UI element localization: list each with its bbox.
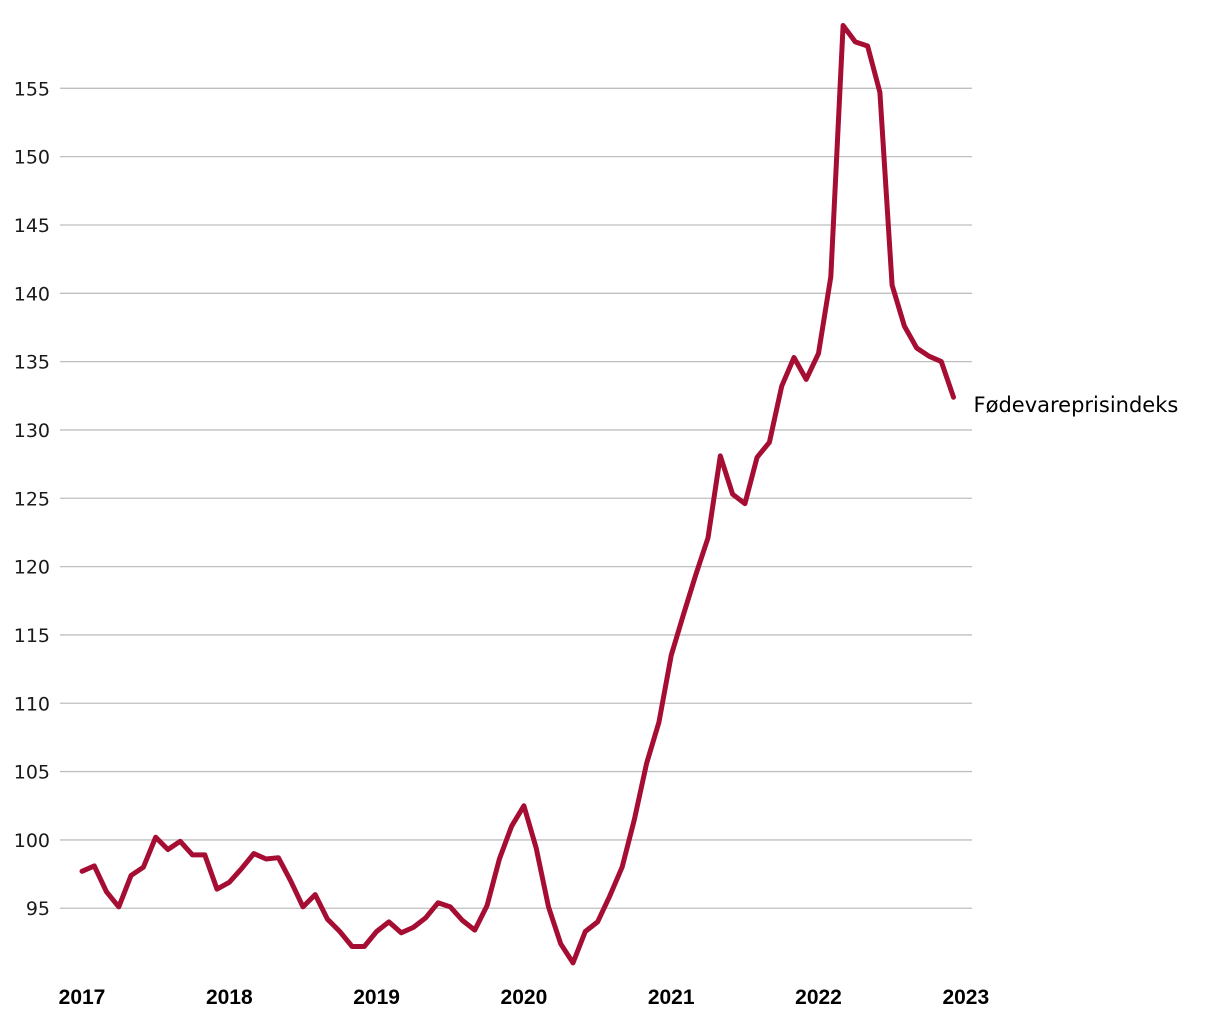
- y-tick-label-100: 100: [14, 830, 50, 852]
- x-tick-label-2018: 2018: [206, 986, 253, 1009]
- x-tick-label-2023: 2023: [942, 986, 989, 1009]
- y-tick-label-125: 125: [14, 488, 50, 510]
- y-tick-label-140: 140: [14, 283, 50, 305]
- y-tick-label-145: 145: [14, 215, 50, 237]
- y-gridlines: [60, 87, 972, 909]
- y-tick-label-135: 135: [14, 352, 50, 374]
- series-line-fodevareprisindeks: [79, 23, 956, 966]
- x-tick-label-2017: 2017: [59, 986, 106, 1009]
- y-axis-tick-labels: 95 100 105 110 115 120 125 130 135 140 145 150 155: [14, 78, 50, 920]
- y-tick-label-150: 150: [14, 147, 50, 169]
- x-tick-label-2020: 2020: [501, 986, 548, 1009]
- y-tick-label-110: 110: [14, 693, 50, 715]
- y-tick-label-105: 105: [14, 762, 50, 784]
- y-tick-label-130: 130: [14, 420, 50, 442]
- x-tick-label-2019: 2019: [353, 986, 400, 1009]
- y-tick-label-115: 115: [14, 625, 50, 647]
- series-label: Fødevareprisindeks: [974, 393, 1179, 417]
- x-axis-tick-labels: 2017 2018 2019 2020 2021 2022 2023: [59, 986, 990, 1009]
- x-tick-label-2021: 2021: [648, 986, 695, 1009]
- y-tick-label-120: 120: [14, 557, 50, 579]
- y-tick-label-95: 95: [26, 898, 50, 920]
- y-tick-label-155: 155: [14, 78, 50, 100]
- x-tick-label-2022: 2022: [795, 986, 842, 1009]
